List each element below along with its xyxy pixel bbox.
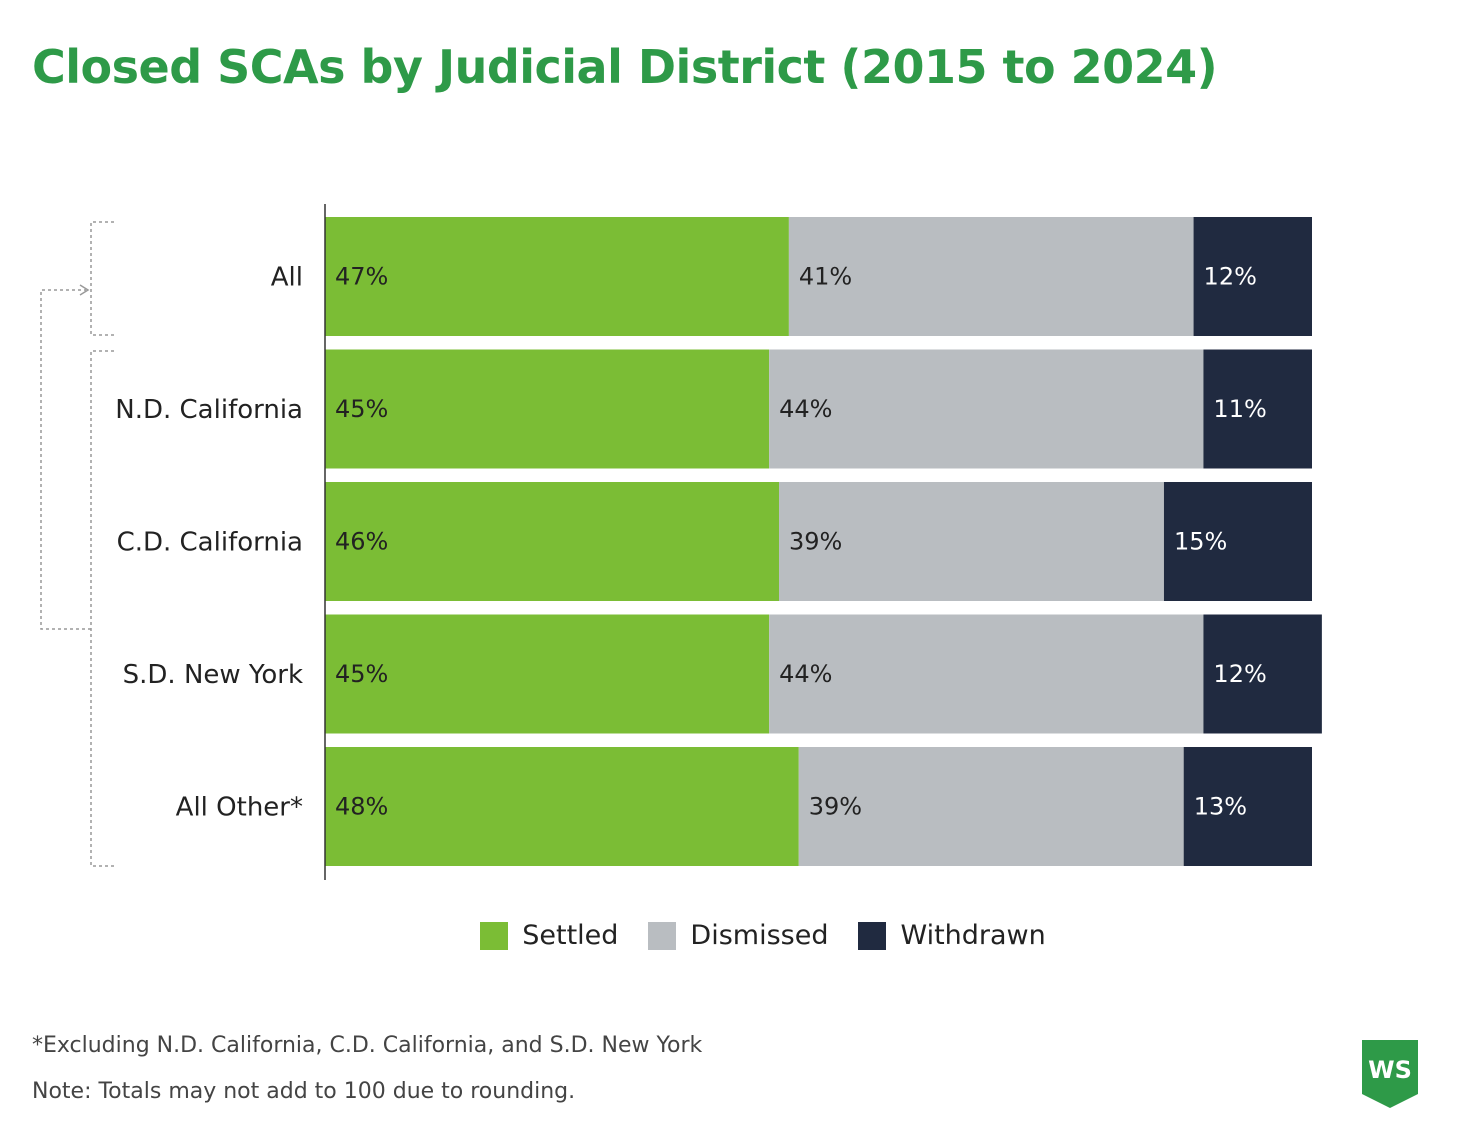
bracket-link [40,289,91,630]
legend-swatch-withdrawn [858,921,887,950]
data-label-settled-all: 47% [335,263,388,291]
logo-text: WS [1368,1056,1412,1084]
legend: Settled Dismissed Withdrawn [0,920,1466,951]
category-label-c-d-california: C.D. California [117,528,303,558]
data-label-withdrawn-s-d-new-york: 12% [1213,660,1266,688]
bar-settled-c-d-california [325,482,780,601]
category-label-all-other: All Other* [176,793,303,823]
bar-withdrawn-all-other [1183,747,1312,866]
data-label-dismissed-all-other: 39% [809,793,862,821]
legend-label-dismissed: Dismissed [690,920,829,951]
data-label-dismissed-s-d-new-york: 44% [779,660,832,688]
bar-dismissed-s-d-new-york [769,614,1204,734]
category-label-n-d-california: N.D. California [115,395,303,425]
footnote-rounding: Note: Totals may not add to 100 due to r… [32,1079,576,1104]
legend-label-withdrawn: Withdrawn [900,920,1046,951]
legend-item-dismissed: Dismissed [648,920,828,951]
data-label-withdrawn-n-d-california: 11% [1213,395,1266,423]
logo-shield [1362,1040,1418,1108]
bar-dismissed-c-d-california [779,482,1164,601]
bar-settled-n-d-california [325,349,770,469]
data-label-settled-all-other: 48% [335,793,388,821]
data-label-settled-s-d-new-york: 45% [335,660,388,688]
arrow-icon [79,284,90,296]
legend-label-settled: Settled [522,920,619,951]
bracket-connector [40,221,114,867]
bar-dismissed-all-other [798,747,1184,866]
data-label-dismissed-all: 41% [799,263,852,291]
legend-item-settled: Settled [480,920,618,951]
legend-item-withdrawn: Withdrawn [858,920,1046,951]
category-label-all: All [271,263,303,293]
legend-swatch-settled [480,921,509,950]
bracket-all [90,221,114,336]
bar-withdrawn-c-d-california [1163,482,1312,601]
legend-swatch-dismissed [648,921,677,950]
bar-dismissed-all [788,217,1194,336]
chart-title: Closed SCAs by Judicial District (2015 t… [32,40,1218,94]
footnote-exclusion: *Excluding N.D. California, C.D. Califor… [32,1033,703,1058]
ws-logo: WS [1362,1040,1418,1108]
data-label-settled-n-d-california: 45% [335,395,388,423]
category-label-s-d-new-york: S.D. New York [123,660,303,690]
bar-settled-s-d-new-york [325,614,770,734]
data-label-dismissed-n-d-california: 44% [779,395,832,423]
data-label-withdrawn-all: 12% [1204,263,1257,291]
bar-settled-all [325,217,789,336]
data-label-settled-c-d-california: 46% [335,528,388,556]
data-label-withdrawn-all-other: 13% [1194,793,1247,821]
data-label-dismissed-c-d-california: 39% [789,528,842,556]
bar-dismissed-n-d-california [769,349,1204,469]
bar-settled-all-other [325,747,799,866]
bar-withdrawn-s-d-new-york [1203,614,1322,734]
data-label-withdrawn-c-d-california: 15% [1174,528,1227,556]
bar-withdrawn-n-d-california [1203,349,1312,469]
bracket-districts [90,350,114,867]
bar-withdrawn-all [1193,217,1312,336]
